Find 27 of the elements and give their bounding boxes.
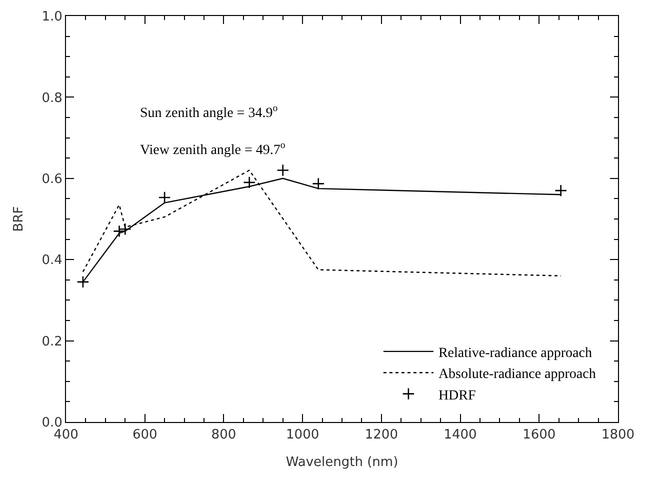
x-tick-label: 1000 [286,428,320,443]
x-axis-title: Wavelength (nm) [286,455,398,470]
x-tick-label: 1200 [364,428,398,443]
point [118,222,132,236]
x-tick-label: 800 [211,428,236,443]
point [158,191,171,204]
point [276,164,290,177]
x-tick-label: 1800 [601,428,635,443]
x-tick-label: 1600 [522,428,556,443]
y-tick-label: 1.0 [42,10,62,25]
y-tick-label: 0.8 [42,90,62,106]
annotation: View zenith angle = 49.7$^{o}$ [140,140,286,158]
annotation: Sun zenith angle = 34.9$^{o}$ [140,103,278,121]
point [112,224,126,238]
y-tick-label: 0.2 [42,334,62,350]
y-axis-title: BRF [12,206,27,232]
point [312,177,325,190]
legend-label: Relative-radiance approach [438,346,592,361]
point [76,276,90,288]
legend-label: Absolute-radiance approach [438,367,596,382]
y-tick-label: 0.4 [42,253,62,268]
y-tick-label: 0.6 [42,172,62,187]
x-tick-label: 1400 [444,428,477,443]
x-tick-label: 400 [54,428,78,443]
x-tick-label: 600 [132,428,158,443]
legend-label: HDRF [438,388,476,404]
point [243,176,256,189]
